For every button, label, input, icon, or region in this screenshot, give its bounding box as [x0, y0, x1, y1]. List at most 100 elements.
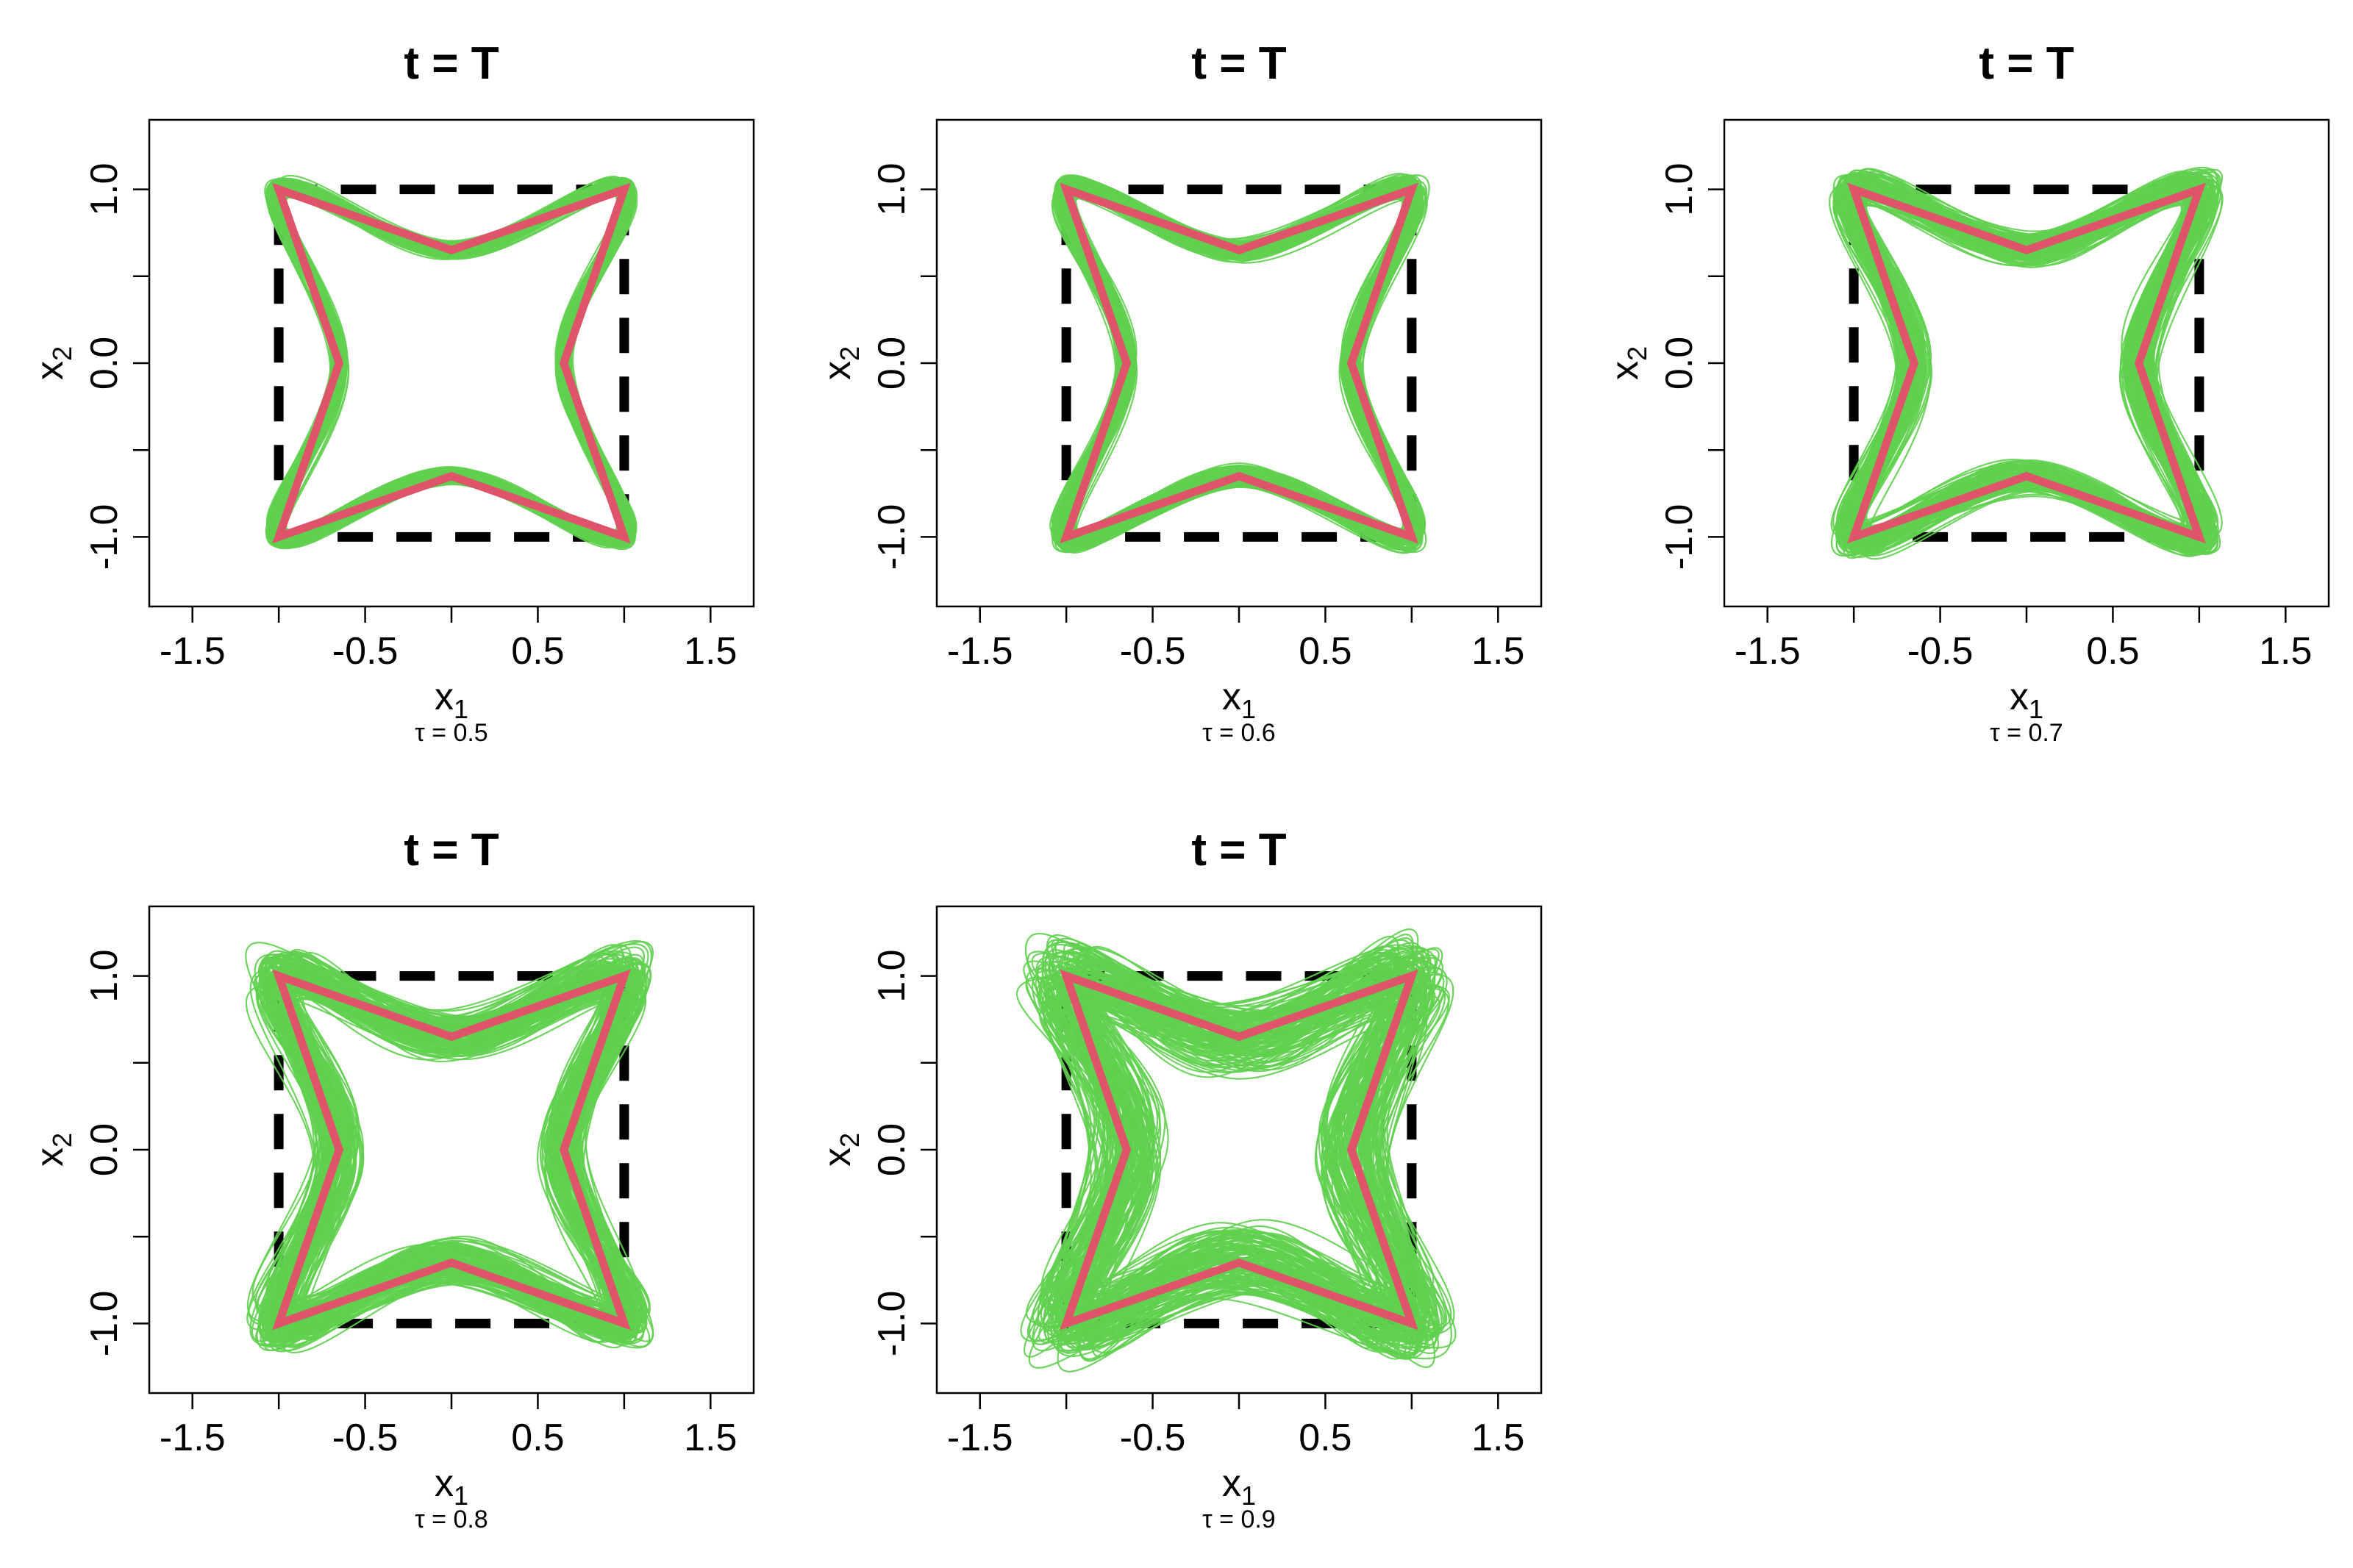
- sample-curve: [1054, 176, 1428, 550]
- plot-area: [1829, 166, 2224, 560]
- sample-curve: [1024, 948, 1437, 1358]
- sample-curve: [271, 182, 629, 545]
- plot-frame: [1723, 118, 2330, 608]
- sample-curve: [264, 959, 624, 1336]
- true-star-curve: [1060, 182, 1418, 544]
- sample-curve: [274, 181, 633, 543]
- x-tick-label: -1.5: [160, 1417, 226, 1459]
- sample-curve: [265, 178, 632, 544]
- panel-title: t = T: [1191, 38, 1286, 89]
- sample-curve: [272, 178, 632, 548]
- x-tick-label: 0.5: [1299, 1417, 1352, 1459]
- y-tick-label: 1.0: [83, 949, 126, 1002]
- plot-frame: [148, 118, 755, 608]
- sample-curve: [268, 177, 636, 548]
- panel-5: t = T -1.5 -0.5 0.5 1.5 -1.0 0.0 1.0 x1 x2 τ = 0.9: [816, 825, 1543, 1533]
- sample-curves: [1829, 166, 2224, 560]
- sample-curve: [1054, 179, 1421, 550]
- sample-curve: [272, 178, 629, 545]
- x-axis-label: x1: [435, 1462, 468, 1511]
- x-tick-label: -0.5: [1907, 630, 1974, 673]
- panel-title: t = T: [1191, 825, 1286, 876]
- y-tick-label: -1.0: [83, 1291, 126, 1357]
- sample-curve: [1050, 968, 1414, 1353]
- y-axis-label: x2: [29, 346, 77, 380]
- sample-curve: [274, 180, 634, 543]
- tau-label: τ = 0.5: [415, 719, 488, 747]
- x-axis-label: x1: [1222, 676, 1256, 724]
- x-tick-label: 0.5: [1299, 630, 1352, 673]
- sample-curve: [269, 177, 632, 547]
- sample-curve: [272, 180, 637, 546]
- sample-curve: [1059, 967, 1419, 1331]
- panel-title: t = T: [404, 38, 499, 89]
- sample-curve: [271, 181, 635, 545]
- sample-curve: [273, 182, 633, 545]
- sample-curve: [260, 953, 637, 1342]
- sample-curve: [1059, 182, 1419, 549]
- y-axis-label: x2: [816, 346, 865, 380]
- tau-label: τ = 0.6: [1202, 719, 1275, 747]
- x-tick-label: 1.5: [684, 1417, 737, 1459]
- sample-curve: [267, 181, 638, 548]
- sample-curve: [1040, 959, 1391, 1350]
- sample-curve: [1054, 172, 1427, 551]
- panel-3: t = T -1.5 -0.5 0.5 1.5 -1.0 0.0 1.0 x1 x2 τ = 0.7: [1604, 38, 2330, 747]
- y-tick-label: 0.0: [871, 1123, 913, 1176]
- x-tick-label: 1.5: [1471, 1417, 1524, 1459]
- sample-curve: [1051, 994, 1429, 1342]
- sample-curve: [1055, 178, 1422, 548]
- x-tick-label: 0.5: [2086, 630, 2139, 673]
- x-tick-label: 0.5: [511, 1417, 564, 1459]
- sample-curve: [268, 179, 635, 548]
- sample-curve: [268, 181, 633, 545]
- tau-label: τ = 0.7: [1990, 719, 2063, 747]
- sample-curve: [1052, 174, 1424, 550]
- sample-curve: [274, 182, 629, 545]
- sample-curve: [269, 182, 634, 541]
- true-star-curve: [272, 969, 631, 1331]
- sample-curve: [272, 176, 632, 542]
- y-tick-label: 0.0: [1658, 337, 1701, 390]
- sample-curves: [1049, 172, 1430, 554]
- sample-curve: [266, 179, 633, 548]
- x-axis-label: x1: [1222, 1462, 1256, 1511]
- sample-curve: [270, 177, 632, 543]
- sample-curve: [271, 178, 632, 550]
- y-tick-label: 1.0: [871, 162, 913, 215]
- sample-curve: [270, 183, 629, 543]
- sample-curve: [268, 176, 635, 548]
- sample-curves: [1016, 928, 1457, 1373]
- y-tick-label: 1.0: [83, 162, 126, 215]
- panel-4: t = T -1.5 -0.5 0.5 1.5 -1.0 0.0 1.0 x1 x2 τ = 0.8: [29, 825, 755, 1533]
- plot-area: [245, 939, 654, 1353]
- sample-curve: [265, 181, 632, 541]
- y-axis-label: x2: [816, 1133, 865, 1167]
- x-tick-label: 1.5: [1471, 630, 1524, 673]
- sample-curve: [1057, 180, 1420, 553]
- sample-curve: [273, 182, 629, 540]
- sample-curve: [268, 182, 635, 545]
- true-star-curve: [1847, 182, 2206, 544]
- panel-title: t = T: [1979, 38, 2074, 89]
- y-axis-label: x2: [1604, 346, 1652, 380]
- sample-curve: [274, 183, 633, 545]
- true-star-curve: [1060, 969, 1418, 1331]
- sample-curve: [251, 953, 648, 1334]
- x-axis-label: x1: [2010, 676, 2043, 724]
- sample-curve: [1847, 174, 2213, 543]
- sample-curve: [265, 176, 632, 548]
- sample-curve: [270, 182, 633, 545]
- tau-label: τ = 0.9: [1202, 1506, 1275, 1533]
- sample-curve: [271, 180, 632, 543]
- plot-area: [1016, 928, 1457, 1373]
- sample-curve: [257, 969, 635, 1336]
- x-tick-label: -0.5: [1120, 630, 1186, 673]
- panel-1: t = T -1.5 -0.5 0.5 1.5 -1.0 0.0 1.0 x1 x2 τ = 0.5: [29, 38, 755, 747]
- sample-curve: [272, 176, 632, 548]
- plot-frame: [148, 905, 755, 1395]
- plot-area: [1049, 172, 1430, 554]
- panel-title: t = T: [404, 825, 499, 876]
- y-tick-label: -1.0: [871, 1291, 913, 1357]
